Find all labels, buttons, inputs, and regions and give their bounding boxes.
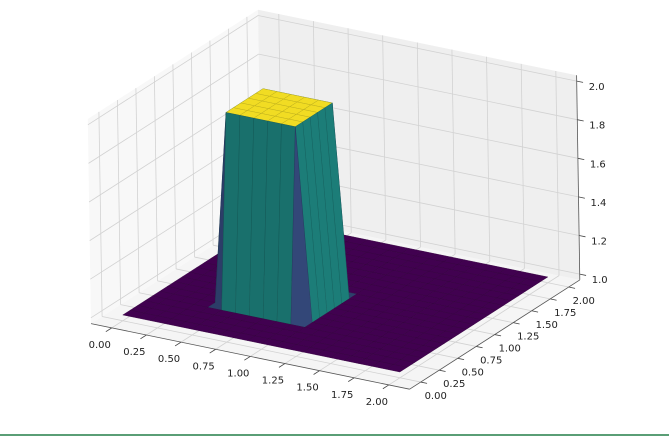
- grid-line: [98, 111, 103, 317]
- window-border: [0, 434, 669, 436]
- y-tick-label: 1.00: [499, 344, 521, 355]
- y-tick-label: 1.50: [536, 320, 558, 331]
- surface-patch: [385, 364, 408, 373]
- grid-line: [102, 316, 421, 383]
- tick-mark: [476, 346, 483, 349]
- z-tick-label: 1.0: [592, 275, 608, 286]
- tick-mark: [420, 381, 428, 384]
- tick-mark: [576, 80, 584, 83]
- tick-mark: [348, 377, 355, 382]
- tick-mark: [439, 369, 446, 372]
- tick-mark: [174, 341, 182, 347]
- grid-line: [382, 35, 387, 240]
- tick-mark: [568, 286, 576, 289]
- y-tick-label: 1.25: [517, 332, 539, 343]
- grid-line: [520, 63, 525, 269]
- tick-mark: [140, 334, 147, 340]
- grid-line: [486, 56, 491, 262]
- z-tick-label: 1.8: [589, 121, 605, 132]
- tick-mark: [578, 196, 585, 199]
- x-tick-label: 1.25: [262, 376, 284, 387]
- tick-mark: [105, 327, 112, 333]
- y-tick-label: 1.75: [554, 308, 576, 319]
- grid-line: [347, 28, 352, 233]
- tick-mark: [382, 384, 390, 390]
- y-tick-label: 0.00: [425, 391, 447, 402]
- z-tick-label: 1.6: [590, 159, 606, 170]
- tick-mark: [577, 157, 585, 161]
- grid-line: [416, 42, 421, 248]
- y-tick-label: 0.50: [462, 367, 484, 378]
- z-tick-label: 2.0: [589, 82, 605, 93]
- tick-mark: [577, 119, 584, 122]
- tick-mark: [579, 235, 586, 238]
- x-tick-label: 0.50: [158, 354, 180, 365]
- y-tick-label: 2.00: [573, 296, 595, 307]
- x-tick-label: 1.50: [296, 383, 318, 394]
- tick-mark: [244, 356, 251, 361]
- tick-mark: [457, 357, 465, 361]
- tick-mark: [513, 322, 520, 325]
- grid-line: [117, 99, 121, 305]
- grid-line: [87, 15, 259, 126]
- axis-line: [576, 75, 581, 280]
- x-tick-label: 0.75: [193, 361, 215, 372]
- tick-mark: [531, 310, 539, 313]
- tick-mark: [579, 273, 587, 276]
- grid-line: [555, 71, 560, 276]
- grid-line: [172, 64, 177, 269]
- grid-line: [154, 76, 158, 281]
- x-tick-label: 0.00: [89, 340, 111, 351]
- y-tick-label: 0.25: [443, 379, 465, 390]
- z-tick-label: 1.2: [591, 237, 607, 248]
- tick-mark: [278, 363, 286, 368]
- y-tick-label: 0.75: [480, 355, 502, 366]
- grid-line: [191, 52, 195, 258]
- grid-line: [135, 88, 140, 293]
- grid-line: [88, 53, 259, 164]
- x-tick-label: 1.00: [227, 368, 249, 379]
- tick-mark: [494, 334, 502, 337]
- axis-line: [90, 323, 410, 390]
- grid-line: [258, 15, 577, 82]
- tick-mark: [209, 348, 216, 354]
- z-tick-label: 1.4: [591, 198, 607, 209]
- x-tick-label: 1.75: [331, 390, 353, 401]
- x-tick-label: 2.00: [366, 397, 388, 408]
- tick-mark: [313, 370, 320, 375]
- grid-line: [209, 40, 214, 246]
- grid-line: [258, 53, 578, 121]
- x-tick-label: 0.25: [123, 347, 145, 358]
- axis-line: [409, 279, 581, 390]
- grid-line: [451, 49, 456, 255]
- tick-mark: [550, 298, 557, 301]
